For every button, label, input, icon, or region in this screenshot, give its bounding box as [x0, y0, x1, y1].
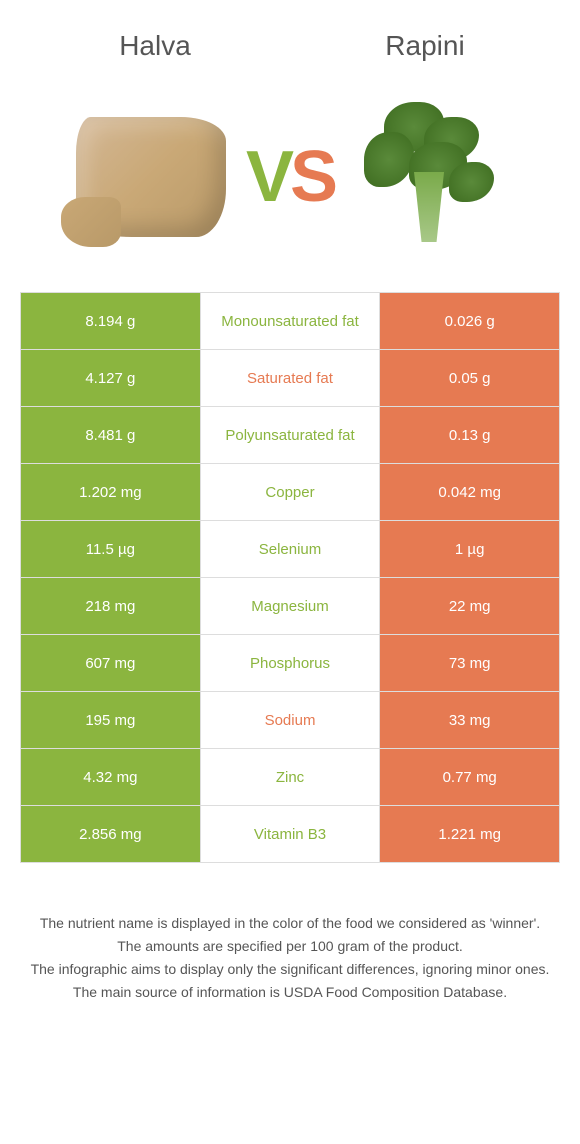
right-value-cell: 0.042 mg [380, 464, 559, 520]
right-value-cell: 1.221 mg [380, 806, 559, 862]
vs-v-letter: V [246, 136, 290, 218]
nutrient-name-cell: Monounsaturated fat [201, 293, 381, 349]
right-value-cell: 33 mg [380, 692, 559, 748]
left-value-cell: 8.194 g [21, 293, 201, 349]
nutrient-name-cell: Phosphorus [201, 635, 381, 691]
vs-label: VS [246, 136, 334, 218]
table-row: 8.481 gPolyunsaturated fat0.13 g [21, 406, 559, 463]
table-row: 607 mgPhosphorus73 mg [21, 634, 559, 691]
right-value-cell: 22 mg [380, 578, 559, 634]
nutrient-name-cell: Sodium [201, 692, 381, 748]
left-value-cell: 4.127 g [21, 350, 201, 406]
right-value-cell: 1 µg [380, 521, 559, 577]
right-value-cell: 73 mg [380, 635, 559, 691]
right-value-cell: 0.026 g [380, 293, 559, 349]
table-row: 11.5 µgSelenium1 µg [21, 520, 559, 577]
left-value-cell: 11.5 µg [21, 521, 201, 577]
table-row: 1.202 mgCopper0.042 mg [21, 463, 559, 520]
rapini-image [344, 92, 514, 262]
left-value-cell: 607 mg [21, 635, 201, 691]
right-value-cell: 0.13 g [380, 407, 559, 463]
left-value-cell: 218 mg [21, 578, 201, 634]
halva-image [66, 92, 236, 262]
footer-line: The nutrient name is displayed in the co… [30, 913, 550, 934]
footer-line: The amounts are specified per 100 gram o… [30, 936, 550, 957]
nutrient-table: 8.194 gMonounsaturated fat0.026 g4.127 g… [20, 292, 560, 863]
table-row: 195 mgSodium33 mg [21, 691, 559, 748]
footer-line: The main source of information is USDA F… [30, 982, 550, 1003]
right-food-title: Rapini [290, 30, 560, 62]
table-row: 2.856 mgVitamin B31.221 mg [21, 805, 559, 862]
right-value-cell: 0.77 mg [380, 749, 559, 805]
left-value-cell: 8.481 g [21, 407, 201, 463]
left-value-cell: 1.202 mg [21, 464, 201, 520]
table-row: 4.127 gSaturated fat0.05 g [21, 349, 559, 406]
left-food-title: Halva [20, 30, 290, 62]
left-value-cell: 2.856 mg [21, 806, 201, 862]
table-row: 8.194 gMonounsaturated fat0.026 g [21, 292, 559, 349]
nutrient-name-cell: Magnesium [201, 578, 381, 634]
left-value-cell: 4.32 mg [21, 749, 201, 805]
footer-line: The infographic aims to display only the… [30, 959, 550, 980]
nutrient-name-cell: Vitamin B3 [201, 806, 381, 862]
nutrient-name-cell: Copper [201, 464, 381, 520]
footer-notes: The nutrient name is displayed in the co… [0, 863, 580, 1025]
nutrient-name-cell: Selenium [201, 521, 381, 577]
header: Halva Rapini [0, 0, 580, 82]
left-value-cell: 195 mg [21, 692, 201, 748]
nutrient-name-cell: Polyunsaturated fat [201, 407, 381, 463]
right-value-cell: 0.05 g [380, 350, 559, 406]
vs-row: VS [0, 82, 580, 292]
vs-s-letter: S [290, 136, 334, 218]
nutrient-name-cell: Zinc [201, 749, 381, 805]
table-row: 4.32 mgZinc0.77 mg [21, 748, 559, 805]
table-row: 218 mgMagnesium22 mg [21, 577, 559, 634]
nutrient-name-cell: Saturated fat [201, 350, 381, 406]
